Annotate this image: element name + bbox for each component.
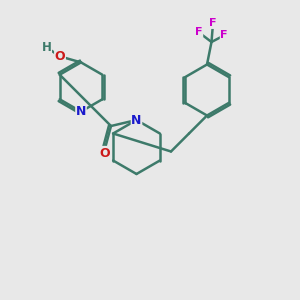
Text: N: N [131, 113, 142, 127]
Text: F: F [209, 18, 217, 28]
Text: F: F [220, 30, 228, 40]
Text: O: O [100, 146, 110, 160]
Text: N: N [76, 105, 86, 118]
Text: H: H [42, 41, 51, 54]
Text: F: F [195, 27, 203, 38]
Text: O: O [55, 50, 65, 63]
